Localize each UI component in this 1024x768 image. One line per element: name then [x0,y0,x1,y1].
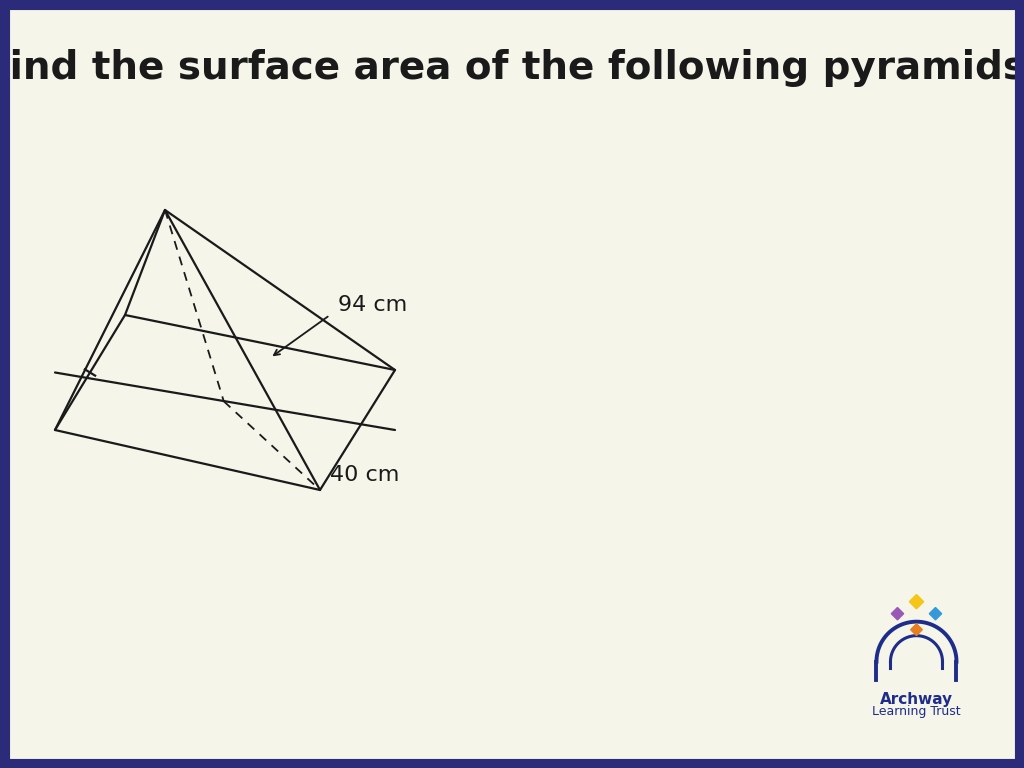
Polygon shape [910,624,923,636]
Text: Find the surface area of the following pyramids:: Find the surface area of the following p… [0,49,1024,87]
Polygon shape [909,594,924,609]
Text: Archway: Archway [880,692,953,707]
Polygon shape [930,607,942,620]
Text: 40 cm: 40 cm [330,465,399,485]
Polygon shape [891,607,903,620]
Text: 94 cm: 94 cm [338,295,408,315]
Text: Learning Trust: Learning Trust [872,705,961,717]
